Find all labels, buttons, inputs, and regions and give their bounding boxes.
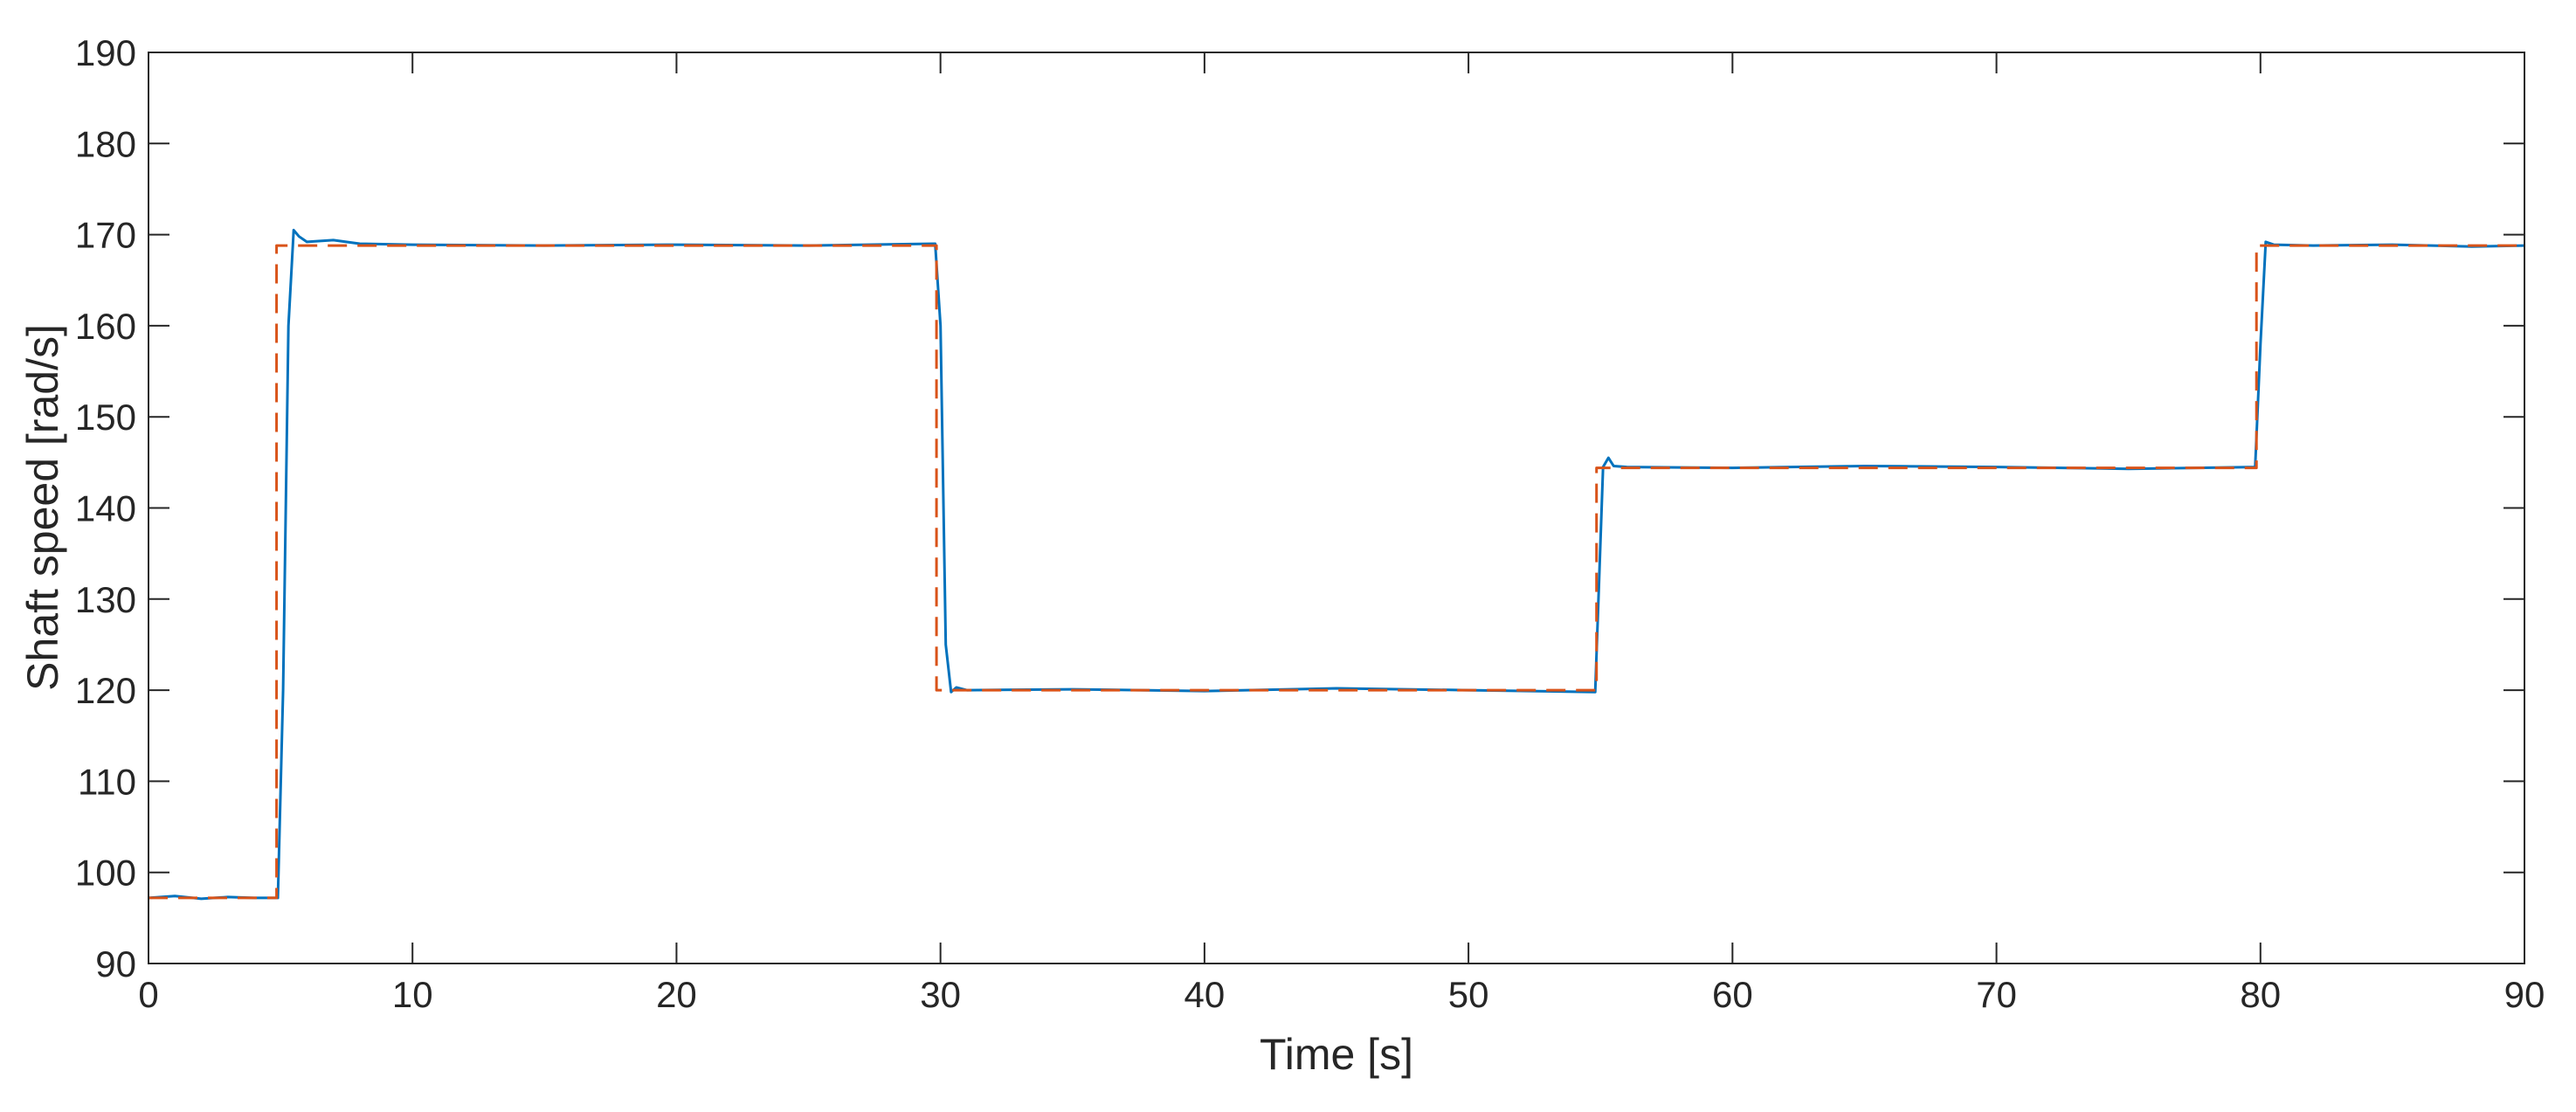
x-axis-title: Time [s]	[1260, 1030, 1413, 1079]
x-tick-label: 80	[2240, 974, 2281, 1015]
y-tick-label: 140	[75, 488, 136, 529]
y-axis-title: Shaft speed [rad/s]	[18, 324, 67, 691]
x-tick-label: 50	[1448, 974, 1489, 1015]
y-tick-label: 130	[75, 579, 136, 620]
y-tick-label: 180	[75, 123, 136, 164]
axis-ticks	[148, 52, 2525, 964]
y-tick-label: 100	[75, 853, 136, 894]
y-tick-label: 110	[78, 761, 136, 802]
y-tick-label: 170	[75, 215, 136, 256]
x-tick-label: 70	[1976, 974, 2017, 1015]
y-tick-label: 120	[75, 670, 136, 711]
y-tick-label: 90	[95, 943, 136, 984]
y-tick-label: 190	[75, 32, 136, 73]
series-layer	[148, 228, 2525, 901]
x-tick-label: 60	[1712, 974, 1753, 1015]
x-tick-label: 0	[138, 974, 158, 1015]
plot-area-background	[148, 52, 2524, 964]
x-tick-label: 40	[1184, 974, 1226, 1015]
x-tick-label: 20	[656, 974, 697, 1015]
y-tick-labels: 90 100 110 120 130 140 150 160 170 180 190	[75, 32, 136, 984]
reference-series-line	[148, 244, 2524, 900]
y-tick-label: 160	[75, 306, 136, 347]
y-tick-label: 150	[75, 397, 136, 438]
x-tick-label: 10	[392, 974, 433, 1015]
plot-area-frame	[148, 52, 2525, 964]
x-tick-label: 90	[2504, 974, 2545, 1015]
x-tick-labels: 0 10 20 30 40 50 60 70 80 90	[138, 974, 2545, 1015]
x-tick-label: 30	[920, 974, 961, 1015]
